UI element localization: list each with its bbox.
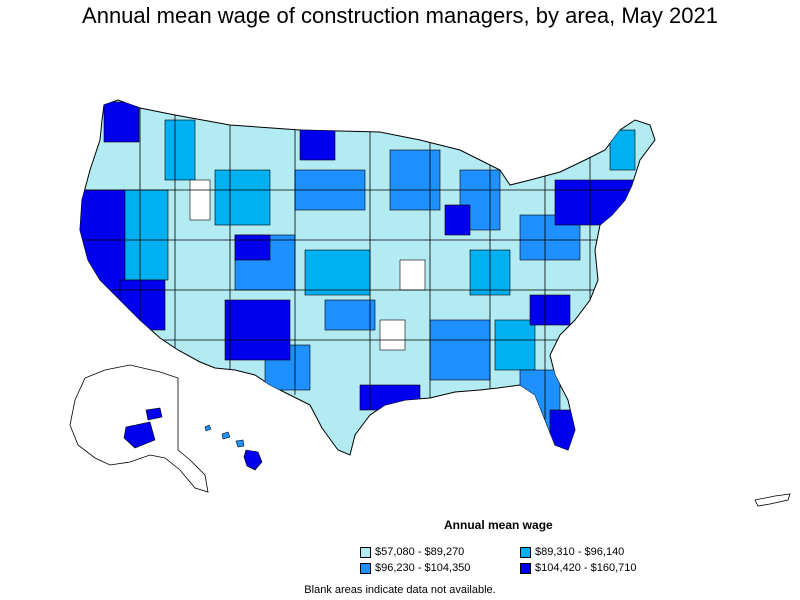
region-chicago <box>444 204 471 236</box>
region-southeast <box>429 319 491 381</box>
hawaii-island-3 <box>235 439 245 448</box>
legend-label-3: $96,230 - $104,350 <box>375 562 471 574</box>
region-blank-3 <box>379 319 406 351</box>
legend-item-3: $96,230 - $104,350 <box>360 562 470 575</box>
legend-swatch-3 <box>360 563 371 574</box>
hawaii <box>204 424 263 471</box>
region-georgia <box>494 319 536 371</box>
contiguous-us <box>79 99 656 456</box>
hawaii-island-2 <box>221 431 231 440</box>
blank-areas-note: Blank areas indicate data not available. <box>304 584 496 596</box>
puerto-rico <box>754 493 791 507</box>
legend-title: Annual mean wage <box>444 518 553 532</box>
map-title: Annual mean wage of construction manager… <box>82 3 718 28</box>
legend-label-1: $57,080 - $89,270 <box>375 546 465 558</box>
legend-item-1: $57,080 - $89,270 <box>360 546 464 559</box>
region-nevada <box>117 189 169 281</box>
legend-swatch-2 <box>520 547 531 558</box>
region-north-dakota <box>299 129 336 161</box>
legend-item-4: $104,420 - $160,710 <box>520 562 637 575</box>
region-denver <box>234 234 271 261</box>
region-kansas <box>304 249 371 296</box>
hawaii-island-1 <box>204 424 212 432</box>
region-carolinas <box>529 294 571 326</box>
legend-label-4: $104,420 - $160,710 <box>535 562 637 574</box>
region-wyoming <box>214 169 271 226</box>
puerto-rico-island <box>754 493 791 507</box>
region-new-mexico <box>224 299 291 361</box>
region-california <box>80 189 126 311</box>
hawaii-island-4 <box>243 449 263 471</box>
alaska-blue-region-2 <box>123 421 156 449</box>
region-upper-midwest <box>389 149 441 211</box>
alaska-blue-region-1 <box>145 407 163 421</box>
region-blank-1 <box>189 179 211 221</box>
legend-swatch-4 <box>520 563 531 574</box>
region-gulf-coast <box>359 384 421 411</box>
region-blank-2 <box>399 259 426 291</box>
region-oklahoma <box>324 299 376 331</box>
region-idaho <box>164 119 196 181</box>
legend-label-2: $89,310 - $96,140 <box>535 546 625 558</box>
region-new-england <box>609 129 636 171</box>
legend-swatch-1 <box>360 547 371 558</box>
legend-item-2: $89,310 - $96,140 <box>520 546 624 559</box>
alaska <box>69 364 209 493</box>
region-seattle <box>103 101 140 143</box>
